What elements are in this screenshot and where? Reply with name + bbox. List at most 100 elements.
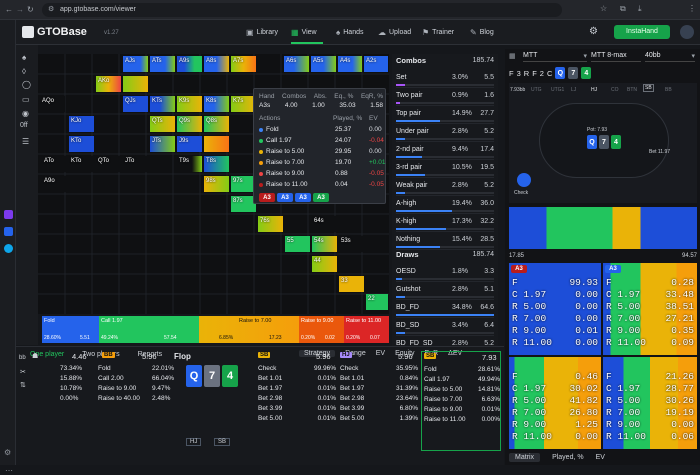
- board-card-2[interactable]: 7: [568, 67, 579, 79]
- url-bar[interactable]: ⚙ app.gtobase.com/viewer: [42, 3, 562, 17]
- tab-ev[interactable]: EV: [595, 453, 605, 461]
- stack-select[interactable]: 40bb ▾: [645, 52, 695, 62]
- sidebar-more-icon[interactable]: ⋯: [5, 466, 13, 475]
- matrix-cell-a5s[interactable]: A5s: [311, 56, 336, 72]
- combo-cell-br[interactable]: F 21.26 C 1.97 28.77 R 5.00 30.26 R 7.00 19.19 R…: [603, 357, 697, 449]
- matrix-cell-aqo[interactable]: AQo: [40, 96, 65, 112]
- p2-action-row[interactable]: Bet 3.99 0.01%: [258, 405, 336, 412]
- nav-hands[interactable]: ♠ Hands: [336, 28, 364, 37]
- tab-reports[interactable]: Reports: [137, 351, 163, 358]
- flop-card-q[interactable]: Q: [186, 365, 202, 387]
- matrix-cell-k9s[interactable]: K9s: [177, 96, 202, 112]
- seat-sb-tag[interactable]: SB: [643, 84, 654, 92]
- p3-action-row[interactable]: Bet 5.00 1.39%: [340, 415, 418, 422]
- back-icon[interactable]: ←: [5, 5, 13, 14]
- p4-action-row[interactable]: Raise to 9.00 0.01%: [424, 406, 500, 413]
- matrix-cell-kjo[interactable]: KJo: [69, 116, 94, 132]
- p2-action-row[interactable]: Bet 5.00 0.01%: [258, 415, 336, 422]
- p2-action-row[interactable]: Check 99.96%: [258, 365, 336, 372]
- sort-icon[interactable]: ⇅: [20, 382, 26, 389]
- combo-row[interactable]: K-high 17.3% 32.2: [396, 214, 494, 232]
- p1-action-row[interactable]: 15.88% Call 2.00 66.04%: [60, 375, 175, 382]
- matrix-cell-44[interactable]: 44: [312, 256, 337, 272]
- combo-row[interactable]: Set 3.0% 5.5: [396, 70, 494, 88]
- matrix-cell-kto[interactable]: KTo: [69, 156, 94, 172]
- combo-row[interactable]: Top pair 14.9% 27.7: [396, 106, 494, 124]
- matrix-cell-54s[interactable]: 54s: [312, 236, 337, 252]
- eye-icon[interactable]: ◉: [22, 109, 29, 118]
- combo-row[interactable]: BD_SD 3.4% 6.4: [396, 318, 494, 336]
- combo-row[interactable]: 3-rd pair 10.5% 19.5: [396, 160, 494, 178]
- p3-action-row[interactable]: Check 35.95%: [340, 365, 418, 372]
- sidebar-settings-icon[interactable]: ⚙: [4, 448, 12, 457]
- board-card-1[interactable]: Q: [555, 67, 566, 79]
- matrix-cell-97s[interactable]: 97s: [231, 176, 256, 192]
- combo-row[interactable]: A-high 19.4% 36.0: [396, 196, 494, 214]
- matrix-cell-76s[interactable]: 76s: [258, 216, 283, 232]
- p1-action-row[interactable]: 0.00% Raise to 40.00 2.48%: [60, 395, 171, 402]
- p3-action-row[interactable]: Bet 2.98 23.64%: [340, 395, 418, 402]
- filter-icon[interactable]: ✂: [20, 369, 26, 376]
- list-icon[interactable]: ☰: [22, 137, 30, 146]
- tab-one-player[interactable]: One player: [30, 351, 65, 358]
- circle-icon[interactable]: ◯: [22, 80, 31, 89]
- matrix-cell-ako[interactable]: AKo: [96, 76, 121, 92]
- tab-played[interactable]: Played, %: [552, 453, 584, 461]
- nav-view[interactable]: ▦ View: [291, 28, 317, 37]
- settings-icon[interactable]: ⚙: [589, 26, 598, 37]
- matrix-cell-jto[interactable]: JTo: [123, 156, 148, 172]
- tab-equity[interactable]: Equity: [395, 350, 415, 357]
- strip-fold[interactable]: Fold 28.60% 5.51: [42, 316, 99, 343]
- matrix-cell-64s[interactable]: 64s: [312, 216, 337, 232]
- sidebar-app-icon[interactable]: [4, 210, 13, 219]
- instahand-button[interactable]: InstaHand: [614, 25, 670, 39]
- matrix-cell-33[interactable]: 33: [339, 276, 364, 292]
- matrix-cell-a8s[interactable]: A8s: [204, 56, 229, 72]
- format-select[interactable]: MTT 8-max: [591, 52, 641, 62]
- matrix-cell-a2s[interactable]: A2s: [364, 56, 388, 72]
- strip-raise-9[interactable]: Raise to 9.00 0.20% 0.02: [299, 316, 344, 343]
- combo-card-4[interactable]: A3: [313, 193, 329, 202]
- combo-row[interactable]: Nothing 15.4% 28.5: [396, 232, 494, 250]
- p4-action-row[interactable]: Call 1.97 49.94%: [424, 376, 500, 383]
- combo-row[interactable]: OESD 1.8% 3.3: [396, 264, 494, 282]
- matrix-cell-a9s[interactable]: A9s: [177, 56, 202, 72]
- matrix-cell-kts[interactable]: KTs: [150, 96, 175, 112]
- nav-library[interactable]: ▣ Library: [246, 28, 278, 37]
- pos-tag-hj[interactable]: HJ: [186, 438, 202, 446]
- p1-action-row[interactable]: 10.78% Raise to 9.00 9.47%: [60, 385, 171, 392]
- matrix-cell-q8s[interactable]: Q8s: [204, 116, 229, 132]
- forward-icon[interactable]: →: [16, 5, 24, 14]
- sidebar-telegram-icon[interactable]: [4, 244, 13, 253]
- matrix-cell-a9o[interactable]: A9o: [42, 176, 67, 192]
- tab-strategy[interactable]: Strategy: [299, 350, 336, 357]
- matrix-cell-55[interactable]: 55: [285, 236, 310, 252]
- p4-pos-tag[interactable]: SB: [424, 353, 437, 359]
- combo-row[interactable]: Two pair 0.9% 1.6: [396, 88, 494, 106]
- download-icon[interactable]: ⤓: [638, 4, 642, 13]
- combo-row[interactable]: BD_FD 34.8% 64.6: [396, 300, 494, 318]
- pos-tag-sb[interactable]: SB: [214, 438, 231, 446]
- matrix-cell-ajs[interactable]: AJs: [123, 56, 148, 72]
- strip-raise-7[interactable]: Raise to 7.00 6.85% 17.23: [199, 316, 299, 343]
- mode-select[interactable]: MTT ▾: [523, 52, 587, 62]
- combo-row[interactable]: Gutshot 2.8% 5.1: [396, 282, 494, 300]
- profile-icon[interactable]: [680, 25, 694, 39]
- tab-range[interactable]: Range: [345, 350, 366, 357]
- matrix-cell-53s[interactable]: 53s: [339, 236, 364, 252]
- p4-action-row[interactable]: Raise to 5.00 14.81%: [424, 386, 500, 393]
- flop-card-7[interactable]: 7: [204, 365, 220, 387]
- sidebar-vk-icon[interactable]: [4, 227, 13, 236]
- popup-action-row[interactable]: Call 1.97 24.07 -0.04: [259, 136, 384, 147]
- matrix-cell-j-yellow[interactable]: [204, 136, 229, 152]
- tab-matrix[interactable]: Matrix: [509, 452, 541, 462]
- p4-action-row[interactable]: Raise to 11.00 0.00%: [424, 416, 500, 423]
- spade-icon[interactable]: ♠: [22, 53, 27, 62]
- matrix-cell-t9s[interactable]: T9s: [177, 156, 202, 172]
- tab-two-players[interactable]: Two players: [82, 351, 120, 358]
- tab-ev-view[interactable]: EV: [375, 350, 386, 357]
- bookmark-icon[interactable]: ☆: [600, 4, 608, 13]
- matrix-cell-a7s[interactable]: A7s: [231, 56, 256, 72]
- popup-action-row[interactable]: Raise to 5.00 29.95 0.00: [259, 147, 383, 158]
- matrix-cell-q9s[interactable]: Q9s: [177, 116, 202, 132]
